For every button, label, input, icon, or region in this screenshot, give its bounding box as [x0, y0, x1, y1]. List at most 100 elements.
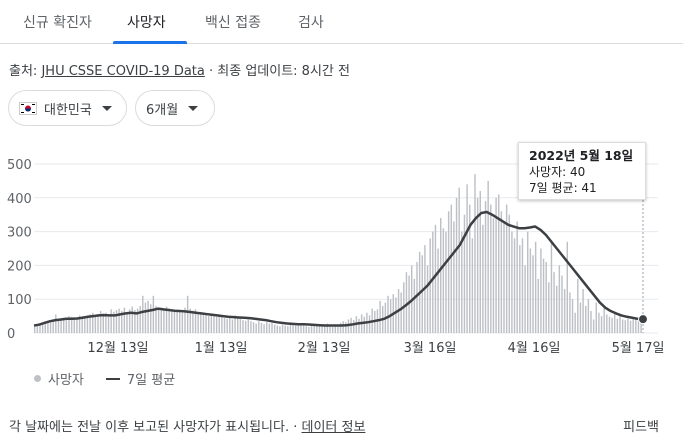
- deaths-bar: [445, 231, 447, 333]
- deaths-bar: [611, 317, 613, 333]
- deaths-bar: [110, 309, 112, 333]
- deaths-bar: [310, 325, 313, 333]
- deaths-bar: [218, 316, 220, 333]
- tab-new-cases[interactable]: 신규 확진자: [23, 15, 92, 31]
- x-tick-label: 5월 17일: [612, 341, 665, 356]
- tab-testing[interactable]: 검사: [298, 15, 324, 31]
- deaths-bar: [413, 278, 416, 333]
- deaths-bar: [68, 316, 70, 333]
- chart-legend: 사망자 7일 평균: [34, 369, 175, 388]
- data-info-link[interactable]: 데이터 정보: [301, 420, 366, 435]
- deaths-bar: [616, 318, 619, 333]
- deaths-bar: [302, 325, 305, 333]
- y-tick-label: 0: [7, 327, 15, 342]
- deaths-bar: [563, 289, 566, 333]
- deaths-bar: [81, 316, 83, 333]
- deaths-bar: [49, 321, 52, 333]
- deaths-bar: [500, 211, 503, 333]
- deaths-bar: [255, 323, 257, 333]
- deaths-bar: [237, 317, 239, 333]
- deaths-bar: [263, 324, 265, 333]
- deaths-bar: [458, 187, 460, 333]
- deaths-chart[interactable]: 0 100 200 300 400 500 12월 13일 1월 13일 2월 13일 3월 16…: [0, 140, 683, 360]
- deaths-bar: [60, 318, 62, 333]
- deaths-bar: [89, 314, 91, 333]
- deaths-bar: [47, 322, 49, 333]
- deaths-bar: [566, 241, 568, 333]
- deaths-bar: [171, 311, 173, 333]
- tab-vaccinations[interactable]: 백신 접종: [205, 15, 261, 31]
- deaths-bar: [99, 311, 102, 333]
- deaths-bar: [252, 322, 255, 333]
- deaths-bar: [421, 255, 423, 333]
- deaths-bar: [197, 312, 199, 333]
- legend-average-marker: [105, 377, 120, 380]
- legend-deaths-marker: [34, 375, 41, 382]
- deaths-bar: [126, 312, 128, 333]
- y-tick-label: 200: [7, 259, 32, 274]
- deaths-bar: [521, 238, 524, 333]
- period-dropdown[interactable]: 6개월: [135, 90, 215, 126]
- deaths-bar: [368, 315, 371, 333]
- deaths-bar: [305, 326, 307, 333]
- deaths-bar: [416, 262, 418, 333]
- deaths-bar: [603, 307, 605, 333]
- legend-average-label: 7일 평균: [126, 373, 176, 388]
- deaths-bar: [208, 316, 210, 333]
- deaths-bar: [205, 314, 207, 333]
- deaths-bar: [142, 295, 144, 333]
- deaths-bar: [571, 299, 574, 333]
- deaths-bar: [532, 255, 534, 333]
- deaths-bar: [292, 323, 294, 333]
- deaths-bar: [281, 324, 284, 333]
- deaths-bar: [300, 324, 302, 333]
- deaths-bar: [516, 221, 518, 333]
- deaths-bar: [345, 322, 347, 333]
- source-link[interactable]: JHU CSSE COVID-19 Data: [41, 64, 205, 79]
- deaths-bar: [287, 326, 289, 333]
- feedback-link[interactable]: 피드백: [623, 420, 659, 435]
- deaths-bar: [437, 248, 439, 333]
- deaths-bar: [432, 231, 434, 333]
- deaths-bar: [70, 316, 73, 333]
- region-label: 대한민국: [44, 102, 92, 118]
- deaths-bar: [247, 319, 249, 333]
- deaths-bar: [284, 325, 286, 333]
- deaths-bar: [136, 308, 139, 333]
- deaths-bar: [128, 309, 131, 333]
- deaths-bar: [179, 310, 181, 333]
- deaths-bar: [276, 325, 278, 333]
- tooltip-deaths: 사망자: 40: [529, 165, 586, 179]
- deaths-bar: [342, 321, 344, 333]
- deaths-bar: [608, 316, 611, 333]
- deaths-bar: [627, 318, 629, 333]
- x-tick-label: 3월 16일: [404, 341, 457, 356]
- deaths-bar: [244, 320, 247, 333]
- deaths-bar: [65, 320, 68, 333]
- deaths-bar: [202, 313, 205, 333]
- y-tick-label: 400: [7, 192, 32, 207]
- legend-deaths-label: 사망자: [48, 373, 84, 388]
- deaths-bar: [105, 312, 107, 333]
- deaths-bar: [426, 265, 429, 333]
- deaths-bar: [498, 194, 500, 333]
- deaths-bar: [84, 316, 86, 333]
- deaths-bar: [400, 292, 402, 333]
- deaths-bar: [453, 221, 455, 333]
- deaths-bar: [107, 315, 110, 333]
- deaths-bar: [181, 312, 184, 333]
- deaths-bar: [447, 211, 450, 333]
- tab-deaths[interactable]: 사망자: [127, 15, 166, 31]
- deaths-bar: [194, 309, 197, 333]
- deaths-bar: [157, 309, 160, 333]
- deaths-bar: [429, 238, 431, 333]
- region-dropdown[interactable]: 대한민국: [8, 90, 127, 126]
- deaths-bar: [223, 318, 226, 333]
- deaths-bar: [540, 248, 542, 333]
- deaths-bar: [466, 184, 468, 333]
- deaths-bar: [542, 258, 545, 333]
- deaths-bar: [545, 262, 547, 333]
- deaths-bar: [168, 308, 170, 333]
- tab-bar: 신규 확진자 사망자 백신 접종 검사: [0, 0, 683, 44]
- deaths-bar: [621, 319, 624, 333]
